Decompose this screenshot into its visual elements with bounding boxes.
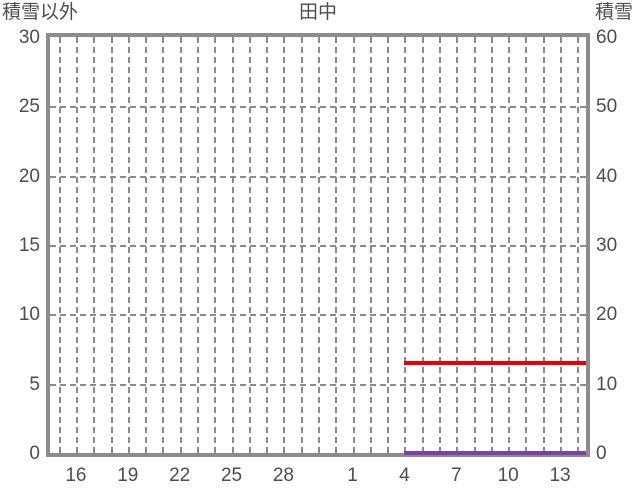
y-tick-label-left: 20 (18, 165, 40, 187)
x-tick-label: 22 (169, 465, 191, 486)
series-line-2 (404, 451, 586, 455)
x-tick-label: 13 (549, 465, 571, 486)
y-tick-label-right: 0 (596, 443, 607, 464)
x-tick-label: 19 (117, 465, 139, 486)
y-tick-label-left: 15 (18, 235, 40, 256)
series-line-1 (404, 360, 586, 365)
gridline-horizontal (50, 245, 586, 247)
y-tick-label-left: 0 (29, 443, 40, 464)
y-tick-label-left: 5 (29, 373, 40, 395)
y-axis-left: 0 5 10 15 20 25 30 (0, 0, 40, 501)
page-title: 田中 (298, 2, 337, 23)
gridline-horizontal (50, 106, 586, 109)
y-tick-label-left: 10 (18, 304, 40, 326)
y-tick-label-right: 40 (596, 165, 618, 187)
plot-area (46, 33, 590, 457)
y-tick-label-right: 10 (596, 373, 618, 395)
right-axis-title: 積雪 (594, 2, 633, 23)
x-tick-label: 4 (399, 465, 410, 486)
x-tick-label: 16 (65, 465, 87, 486)
y-tick-label-right: 20 (596, 304, 618, 326)
y-tick-label-right: 50 (596, 96, 618, 118)
x-tick-label: 10 (497, 465, 519, 486)
gridlines (50, 37, 586, 453)
gridline-horizontal (50, 383, 586, 386)
y-tick-label-left: 30 (18, 27, 40, 48)
gridline-horizontal (50, 175, 586, 178)
left-axis-title: 積雪以外 (2, 2, 79, 23)
x-tick-label: 1 (347, 465, 358, 486)
y-tick-label-right: 60 (596, 27, 618, 48)
gridline-horizontal (50, 314, 586, 317)
x-tick-label: 7 (451, 465, 462, 486)
x-tick-label: 28 (272, 465, 294, 486)
y-tick-label-right: 30 (596, 235, 618, 256)
y-axis-right: 0 10 20 30 40 50 60 (596, 0, 636, 501)
x-tick-label: 25 (220, 465, 243, 486)
y-tick-label-left: 25 (18, 96, 40, 118)
